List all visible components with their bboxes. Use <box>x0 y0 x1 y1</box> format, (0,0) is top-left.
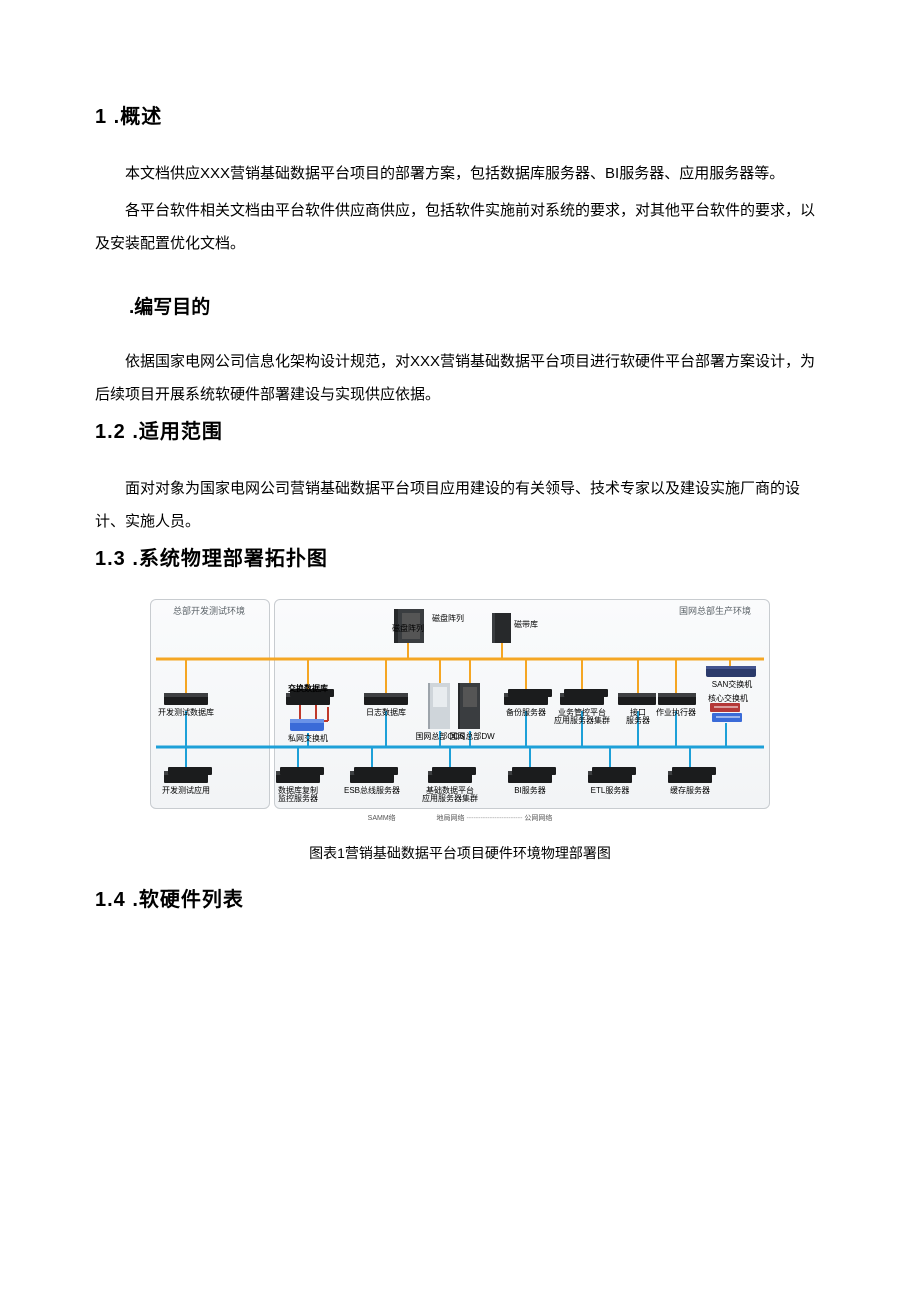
svg-text:开发测试数据库: 开发测试数据库 <box>158 707 214 717</box>
svg-text:交换数据库: 交换数据库 <box>288 683 328 693</box>
svg-text:磁盘阵列: 磁盘阵列 <box>392 623 424 633</box>
dev-db-icon <box>164 693 208 705</box>
disk-array-icon: 磁盘阵列 <box>392 609 424 643</box>
log-db-icon <box>364 693 408 705</box>
biz-app-icon <box>560 689 608 705</box>
topology-diagram: 总部开发测试环境 国网总部生产环境 <box>150 599 770 829</box>
core-switch-icon <box>710 703 742 722</box>
para-overview-2: 各平台软件相关文档由平台软件供应商供应，包括软件实施前对系统的要求，对其他平台软… <box>95 194 825 260</box>
para-overview-1: 本文档供应XXX营销基础数据平台项目的部署方案，包括数据库服务器、BI服务器、应… <box>95 157 825 190</box>
svg-text:私网交换机: 私网交换机 <box>288 733 328 743</box>
svg-text:监控服务器: 监控服务器 <box>278 793 318 803</box>
svg-text:ESB总线服务器: ESB总线服务器 <box>344 785 400 795</box>
svg-text:磁盘阵列: 磁盘阵列 <box>432 613 464 623</box>
svg-text:应用服务器集群: 应用服务器集群 <box>422 793 478 803</box>
priv-switch-icon <box>290 719 324 731</box>
dw-icon <box>458 683 480 729</box>
repl-mon-icon <box>276 767 324 783</box>
heading-1: 1 .概述 <box>95 100 825 129</box>
san-switch-icon <box>706 666 756 677</box>
etl-srv-icon <box>588 767 636 783</box>
figure-caption: 图表1营销基础数据平台项目硬件环境物理部署图 <box>95 843 825 863</box>
cache-srv-icon <box>668 767 716 783</box>
diagram-svg: 磁盘阵列 磁盘阵列 磁带库 SAN交换机 开发测试数据库 <box>150 599 770 829</box>
esb-icon <box>350 767 398 783</box>
tape-lib-icon <box>492 613 511 643</box>
para-scope: 面对对象为国家电网公司营销基础数据平台项目应用建设的有关领导、技术专家以及建设实… <box>95 472 825 538</box>
svg-text:国网总部DW: 国网总部DW <box>449 731 495 741</box>
heading-1-4: 1.4 .软硬件列表 <box>95 883 825 912</box>
svg-text:核心交换机: 核心交换机 <box>708 693 748 703</box>
para-purpose: 依据国家电网公司信息化架构设计规范，对XXX营销基础数据平台项目进行软硬件平台部… <box>95 345 825 411</box>
diagram-legend: SAMM络 地局网络 ------------------------ 公网网络 <box>150 813 770 823</box>
svg-text:应用服务器集群: 应用服务器集群 <box>554 715 610 725</box>
svg-text:SAN交换机: SAN交换机 <box>712 679 752 689</box>
backup-srv-icon <box>504 689 552 705</box>
svg-text:日志数据库: 日志数据库 <box>366 707 406 717</box>
ods-icon <box>428 683 450 729</box>
svg-text:备份服务器: 备份服务器 <box>506 707 546 717</box>
iface-srv-icon <box>618 693 656 705</box>
job-exec-icon <box>658 693 696 705</box>
svg-text:作业执行器: 作业执行器 <box>656 707 696 717</box>
svg-text:服务器: 服务器 <box>626 715 650 725</box>
heading-1-3: 1.3 .系统物理部署拓扑图 <box>95 542 825 571</box>
svg-text:ETL服务器: ETL服务器 <box>591 785 630 795</box>
svg-text:缓存服务器: 缓存服务器 <box>670 785 710 795</box>
bi-srv-icon <box>508 767 556 783</box>
heading-1-2: 1.2 .适用范围 <box>95 415 825 444</box>
dev-app-icon <box>164 767 212 783</box>
heading-purpose: .编写目的 <box>129 292 825 319</box>
svg-text:BI服务器: BI服务器 <box>514 785 546 795</box>
base-app-icon <box>428 767 476 783</box>
svg-text:开发测试应用: 开发测试应用 <box>162 785 210 795</box>
svg-text:磁带库: 磁带库 <box>514 619 538 629</box>
